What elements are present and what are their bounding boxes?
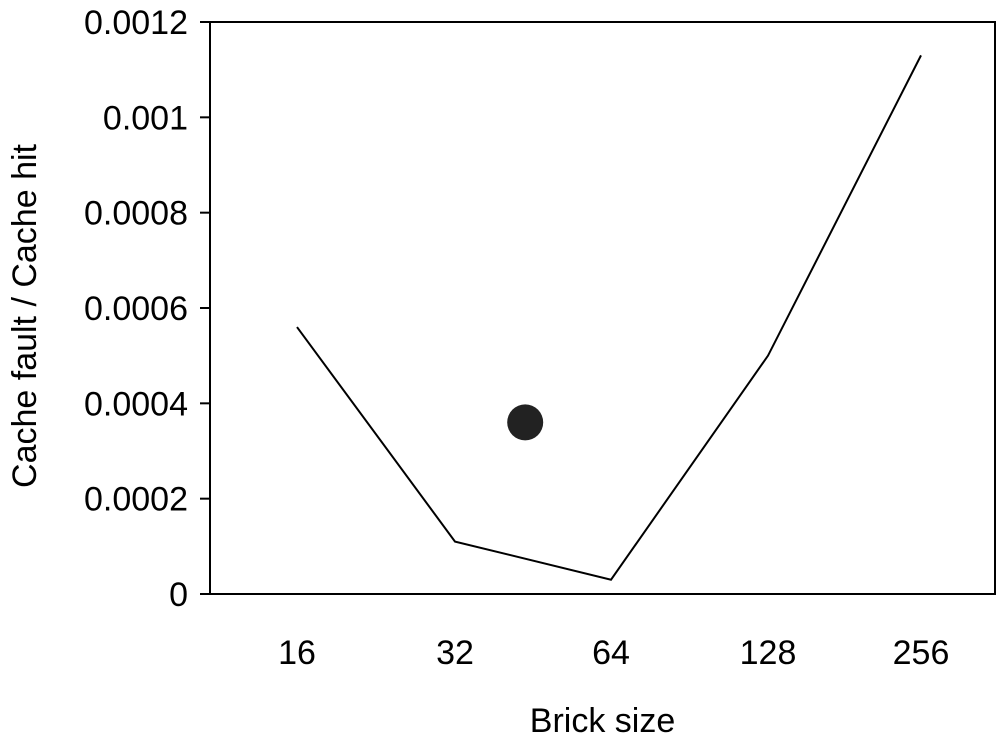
x-tick-label: 128 xyxy=(740,634,797,672)
y-axis-ticks: 0 0.0002 0.0004 0.0006 0.0008 0.001 0.0012 xyxy=(84,4,210,614)
plot-area-frame xyxy=(209,21,996,595)
y-axis-title: Cache fault / Cache hit xyxy=(6,143,44,488)
highlight-marker xyxy=(507,404,544,441)
x-axis-ticks: 16 32 64 128 256 xyxy=(278,634,949,672)
y-tick-label: 0.0008 xyxy=(84,195,188,233)
y-tick-label: 0.0004 xyxy=(84,385,188,423)
series-line xyxy=(296,54,922,581)
x-tick-label: 256 xyxy=(893,634,950,672)
x-tick-label: 16 xyxy=(278,634,316,672)
x-tick-label: 32 xyxy=(436,634,474,672)
x-tick-label: 64 xyxy=(592,634,630,672)
x-axis-title: Brick size xyxy=(530,702,675,740)
y-tick-label: 0.0006 xyxy=(84,290,188,328)
y-tick-label: 0.001 xyxy=(103,99,188,137)
y-tick-label: 0 xyxy=(169,576,188,614)
y-tick-label: 0.0012 xyxy=(84,4,188,42)
y-tick-label: 0.0002 xyxy=(84,481,188,519)
